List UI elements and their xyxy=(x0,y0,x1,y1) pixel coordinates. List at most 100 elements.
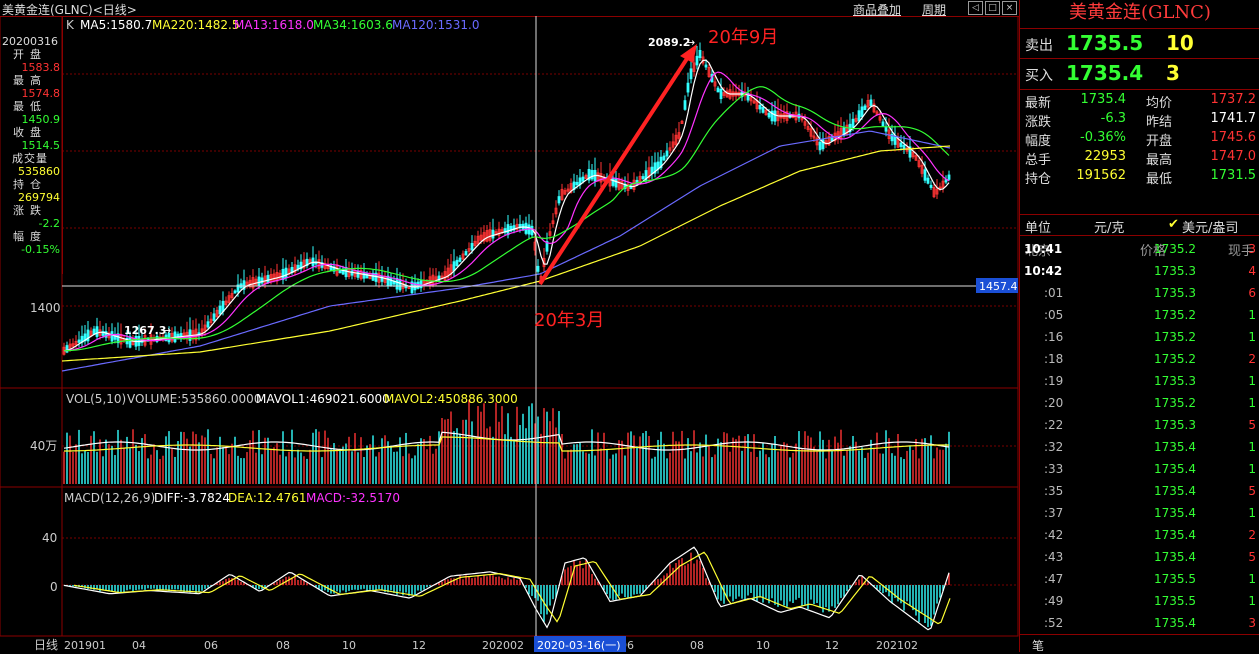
candle-body xyxy=(611,178,615,186)
quote-label: 最新 xyxy=(1025,96,1052,111)
tick-time: :33 xyxy=(1044,462,1064,476)
tick-price: 1735.4 xyxy=(1154,550,1196,564)
check-icon: ✔ xyxy=(1168,217,1179,232)
candle-body xyxy=(374,272,378,282)
candle-body xyxy=(806,126,810,130)
candle-body xyxy=(221,300,225,312)
x-tick-label: 202002 xyxy=(482,639,524,652)
candle-body xyxy=(380,275,384,282)
info-high-label: 最高 xyxy=(13,74,47,87)
candle-body xyxy=(686,82,690,93)
candle-body xyxy=(236,284,240,293)
ask-row[interactable]: 卖出 1735.5 10 xyxy=(1020,28,1259,57)
x-tick-label: 08 xyxy=(690,639,704,652)
ma-lines xyxy=(61,59,951,631)
footer-tab[interactable]: 笔 xyxy=(1032,639,1045,653)
info-oi: 269794 xyxy=(18,191,60,204)
quote-row: 幅度 -0.36% 开盘 1745.6 xyxy=(1020,128,1259,149)
candle-body xyxy=(620,181,624,190)
candle-body xyxy=(770,110,774,122)
tick-qty: 3 xyxy=(1248,242,1256,256)
tick-price: 1735.4 xyxy=(1154,528,1196,542)
tick-price: 1735.4 xyxy=(1154,506,1196,520)
restore-icon[interactable]: □ xyxy=(985,1,1000,15)
quote-label: 持仓 xyxy=(1025,172,1052,187)
quote-label: 总手 xyxy=(1025,153,1052,168)
tick-price: 1735.5 xyxy=(1154,594,1196,608)
tick-time: :47 xyxy=(1044,572,1064,586)
tick-qty: 4 xyxy=(1248,264,1256,278)
candle-body xyxy=(677,132,681,139)
ma120-line xyxy=(61,130,951,372)
candle-body xyxy=(365,273,369,279)
candle-body xyxy=(890,134,894,142)
ma5-line xyxy=(63,59,950,352)
candle-body xyxy=(908,146,912,158)
x-tick-label: 10 xyxy=(756,639,770,652)
candle-body xyxy=(752,100,756,104)
tick-price: 1735.2 xyxy=(1154,352,1196,366)
candle-body xyxy=(590,170,594,180)
tick-qty: 1 xyxy=(1248,308,1256,322)
ma220-label: MA220:1482.5 xyxy=(152,18,240,32)
top-bar: 美黄金连(GLNC)<日线> 商品叠加 周期 ◁ □ × xyxy=(0,0,1019,17)
candle-body xyxy=(863,105,867,111)
tick-price: 1735.4 xyxy=(1154,484,1196,498)
cursor-date-box xyxy=(534,636,626,652)
tick-price: 1735.5 xyxy=(1154,572,1196,586)
quote-label: 开盘 xyxy=(1146,134,1173,149)
cursor-price-box xyxy=(976,278,1018,293)
candle-body xyxy=(467,248,471,252)
tick-row: :18 1735.2 2 xyxy=(1020,348,1259,370)
close-icon[interactable]: × xyxy=(1002,1,1017,15)
candle-body xyxy=(929,184,933,188)
info-close-label: 收盘 xyxy=(13,126,47,139)
candle-body xyxy=(230,293,234,299)
tick-time: :19 xyxy=(1044,374,1064,388)
candle-body xyxy=(800,117,804,121)
ma120-label: MA120:1531.0 xyxy=(392,18,480,32)
annotation-mar: 20年3月 xyxy=(534,310,604,331)
unit-row: 单位 元/克 ✔ 美元/盎司 xyxy=(1020,214,1259,236)
back-icon[interactable]: ◁ xyxy=(968,1,983,15)
candle-body xyxy=(86,329,90,342)
candle-body xyxy=(914,155,918,161)
overlay-menu[interactable]: 商品叠加 xyxy=(853,3,902,17)
candle-body xyxy=(761,106,765,113)
candle-body xyxy=(473,240,477,246)
unit-option-usd[interactable]: 美元/盎司 xyxy=(1182,221,1239,236)
quote-value: -0.36% xyxy=(1080,130,1126,145)
info-chg: -2.2 xyxy=(38,217,60,230)
candle-body xyxy=(626,183,630,191)
tick-row: :52 1735.4 3 xyxy=(1020,612,1259,634)
tick-qty: 1 xyxy=(1248,594,1256,608)
candle-body xyxy=(296,264,300,270)
unit-label: 单位 xyxy=(1025,221,1052,236)
candle-body xyxy=(515,223,519,230)
candle-body xyxy=(506,224,510,236)
quote-grid: 最新 1735.4 均价 1737.2 涨跌 -6.3 昨结 1741.7 幅度 -0.36% 开盘… xyxy=(1020,89,1259,187)
info-open-label: 开盘 xyxy=(13,48,47,61)
candle-body xyxy=(764,109,768,116)
candle-body xyxy=(773,110,777,122)
macd-value: MACD:-32.5170 xyxy=(306,491,400,505)
candle-body xyxy=(563,190,567,195)
unit-option-cny[interactable]: 元/克 xyxy=(1094,221,1125,236)
period-menu[interactable]: 周期 xyxy=(922,3,947,17)
tick-price: 1735.2 xyxy=(1154,308,1196,322)
candle-body xyxy=(278,272,282,280)
bid-row[interactable]: 买入 1735.4 3 xyxy=(1020,58,1259,87)
low-arrow-icon: → xyxy=(162,324,171,337)
tick-qty: 1 xyxy=(1248,440,1256,454)
tick-time: :43 xyxy=(1044,550,1064,564)
candle-body xyxy=(632,179,636,190)
candle-body xyxy=(551,220,555,225)
candle-body xyxy=(689,68,693,80)
chart-area[interactable]: K MA5:1580.7 MA220:1482.5 MA13:1618.0 MA… xyxy=(0,16,1019,652)
ma34-line xyxy=(64,86,950,352)
x-tick-label: 12 xyxy=(412,639,426,652)
quote-label: 幅度 xyxy=(1025,134,1052,149)
candle-body xyxy=(587,169,591,181)
candle-body xyxy=(860,106,864,118)
tick-row: 10:41 1735.2 3 xyxy=(1020,238,1259,260)
